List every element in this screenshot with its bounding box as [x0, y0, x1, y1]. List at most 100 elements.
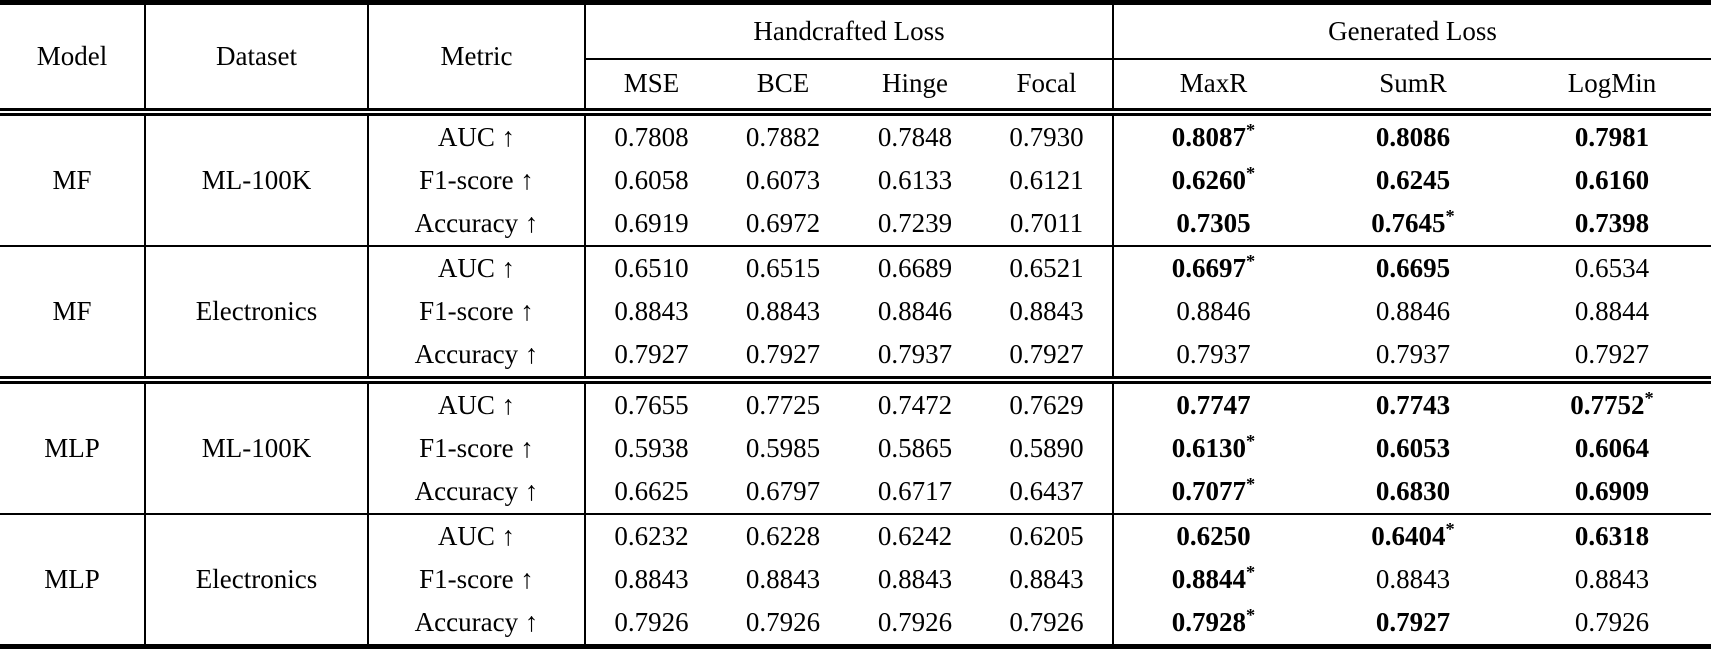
model-cell: MLP — [0, 514, 146, 647]
value-cell: 0.7927 — [1574, 338, 1650, 369]
value-cell: 0.6717 — [877, 475, 953, 506]
value-cell: 0.6521 — [981, 246, 1114, 290]
value-cell: 0.8843 — [1574, 563, 1650, 594]
value-cell: 0.6830 — [1375, 475, 1451, 506]
dataset-cell: Electronics — [145, 514, 369, 647]
value-cell: 0.7808 — [614, 121, 689, 152]
value-cell: 0.8843 — [981, 290, 1114, 333]
table-row: MLP ML-100K AUC ↑ 0.7655 0.7725 0.7472 0.7629 0… — [0, 380, 1711, 514]
value-cell: 0.8843 — [981, 558, 1114, 601]
significance-star: * — [1246, 561, 1256, 582]
metric-cell: AUC ↑ — [368, 112, 586, 159]
table-row: Accuracy ↑ 0.6919 0.6972 0.7239 0.7011 0.7305… — [0, 202, 1711, 246]
col-header-dataset: Dataset — [145, 2, 369, 112]
value-cell: 0.6130* — [1171, 430, 1256, 463]
subcol-header-sumr: SumR — [1379, 68, 1447, 99]
value-cell: 0.8844 — [1574, 295, 1650, 326]
model-cell: MF — [0, 112, 146, 246]
value-cell: 0.6064 — [1574, 432, 1650, 463]
value-cell: 0.7743 — [1375, 389, 1451, 420]
block-mlp-electronics: MLP Electronics AUC ↑ 0.6232 0.6228 0.6242 0.6… — [0, 514, 1711, 647]
value-cell: 0.6053 — [1375, 432, 1451, 463]
value-cell: 0.7882 — [745, 121, 821, 152]
col-header-model: Model — [0, 2, 146, 112]
col-header-metric: Metric — [368, 2, 586, 112]
table-row: Accuracy ↑ 0.7926 0.7926 0.7926 0.7926 0.7928… — [0, 601, 1711, 647]
value-cell: 0.6318 — [1574, 520, 1650, 551]
value-cell: 0.5890 — [981, 427, 1114, 470]
value-cell: 0.7011 — [981, 202, 1114, 246]
model-cell: MLP — [0, 380, 146, 514]
value-cell: 0.6242 — [877, 520, 953, 551]
metric-cell: AUC ↑ — [368, 246, 586, 290]
metric-cell: AUC ↑ — [368, 514, 586, 558]
metric-cell: Accuracy ↑ — [368, 601, 586, 647]
metric-cell: Accuracy ↑ — [368, 333, 586, 380]
value-cell: 0.6972 — [745, 207, 821, 238]
value-cell: 0.6689 — [877, 252, 953, 283]
value-cell: 0.7937 — [1176, 338, 1251, 369]
value-cell: 0.6133 — [877, 164, 953, 195]
value-cell: 0.6232 — [614, 520, 689, 551]
value-cell: 0.7926 — [745, 606, 821, 637]
value-cell: 0.6205 — [981, 514, 1114, 558]
value-cell: 0.6515 — [745, 252, 821, 283]
value-cell: 0.6160 — [1574, 164, 1650, 195]
table-header: Model Dataset Metric Handcrafted Loss Ge… — [0, 2, 1711, 112]
table-row: Accuracy ↑ 0.6625 0.6797 0.6717 0.6437 0.7077… — [0, 470, 1711, 514]
value-cell: 0.8846 — [877, 295, 953, 326]
value-cell: 0.7926 — [1574, 606, 1650, 637]
block-mf-ml-100k: MF ML-100K AUC ↑ 0.7808 0.7882 0.7848 0.7930 0.… — [0, 112, 1711, 246]
dataset-cell: ML-100K — [145, 380, 369, 514]
subcol-header-maxr: MaxR — [1179, 68, 1248, 99]
subcol-header-mse: MSE — [623, 68, 680, 99]
block-mf-electronics: MF Electronics AUC ↑ 0.6510 0.6515 0.6689 0.65… — [0, 246, 1711, 380]
table-row: Accuracy ↑ 0.7927 0.7927 0.7937 0.7927 0.7937… — [0, 333, 1711, 380]
value-cell: 0.7927 — [745, 338, 821, 369]
significance-star: * — [1246, 430, 1256, 451]
value-cell: 0.6245 — [1375, 164, 1451, 195]
table-row: MLP Electronics AUC ↑ 0.6232 0.6228 0.6242 0.6… — [0, 514, 1711, 647]
group-header-handcrafted-loss: Handcrafted Loss — [585, 2, 1114, 60]
value-cell: 0.6797 — [745, 475, 821, 506]
metric-cell: F1-score ↑ — [368, 290, 586, 333]
table-row: MF Electronics AUC ↑ 0.6510 0.6515 0.6689 0.65… — [0, 246, 1711, 380]
value-cell: 0.7928* — [1171, 604, 1256, 637]
value-cell: 0.7747 — [1176, 389, 1251, 420]
value-cell: 0.7239 — [877, 207, 953, 238]
metric-cell: AUC ↑ — [368, 380, 586, 427]
value-cell: 0.7927 — [614, 338, 689, 369]
value-cell: 0.5865 — [877, 432, 953, 463]
value-cell: 0.7937 — [877, 338, 953, 369]
value-cell: 0.7629 — [981, 380, 1114, 427]
value-cell: 0.8843 — [745, 295, 821, 326]
significance-star: * — [1445, 518, 1455, 539]
value-cell: 0.7926 — [877, 606, 953, 637]
value-cell: 0.7848 — [877, 121, 953, 152]
subcol-header-hinge: Hinge — [882, 68, 948, 99]
metric-cell: Accuracy ↑ — [368, 202, 586, 246]
metric-cell: F1-score ↑ — [368, 558, 586, 601]
value-cell: 0.8844* — [1171, 561, 1256, 594]
value-cell: 0.6260* — [1171, 162, 1256, 195]
value-cell: 0.7645* — [1371, 205, 1455, 238]
value-cell: 0.8846 — [1176, 295, 1251, 326]
value-cell: 0.7398 — [1574, 207, 1650, 238]
value-cell: 0.7305 — [1176, 207, 1251, 238]
significance-star: * — [1445, 205, 1455, 226]
group-header-generated-loss: Generated Loss — [1113, 2, 1711, 60]
metric-cell: F1-score ↑ — [368, 159, 586, 202]
metric-cell: F1-score ↑ — [368, 427, 586, 470]
significance-star: * — [1246, 250, 1256, 271]
value-cell: 0.5985 — [745, 432, 821, 463]
value-cell: 0.6058 — [614, 164, 689, 195]
value-cell: 0.7725 — [745, 389, 821, 420]
metric-cell: Accuracy ↑ — [368, 470, 586, 514]
significance-star: * — [1644, 387, 1654, 408]
value-cell: 0.8843 — [1375, 563, 1451, 594]
significance-star: * — [1246, 604, 1256, 625]
value-cell: 0.5938 — [614, 432, 689, 463]
value-cell: 0.6250 — [1176, 520, 1251, 551]
significance-star: * — [1246, 162, 1256, 183]
